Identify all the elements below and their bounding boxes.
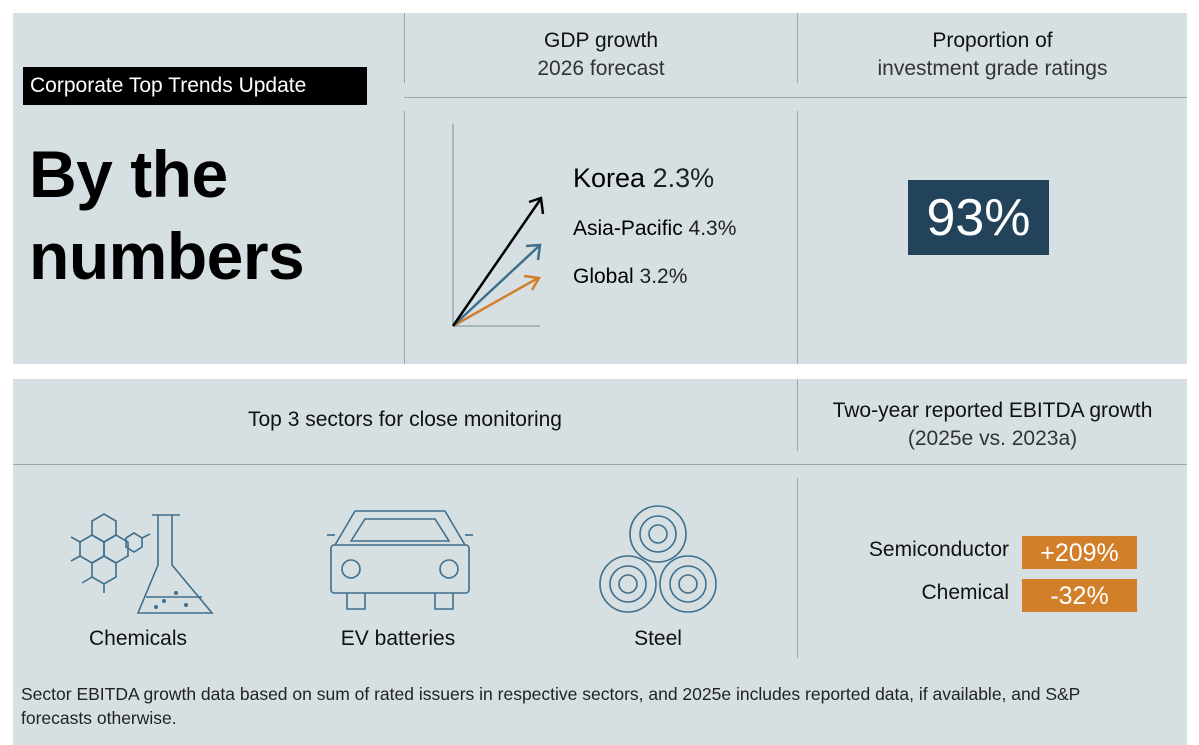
- divider: [797, 478, 798, 658]
- ebitda-subtitle: (2025e vs. 2023a): [907, 427, 1078, 450]
- arrow-korea: [451, 196, 545, 327]
- ebitda-value-semiconductor: +209%: [1022, 536, 1137, 569]
- gdp-subtitle: 2026 forecast: [537, 57, 665, 80]
- investment-grade-subtitle: investment grade ratings: [877, 57, 1108, 80]
- divider: [13, 464, 1187, 465]
- ebitda-value-chemical: -32%: [1022, 579, 1137, 612]
- gdp-label-asia-pacific: Asia-Pacific 4.3%: [573, 217, 736, 241]
- sectors-heading: Top 3 sectors for close monitoring: [248, 408, 562, 431]
- gdp-label-global: Global 3.2%: [573, 265, 687, 289]
- ebitda-sector-semiconductor: Semiconductor: [868, 538, 1009, 561]
- ebitda-sector-chemical: Chemical: [921, 581, 1009, 604]
- page-title-line2: numbers: [29, 219, 305, 293]
- footnote: Sector EBITDA growth data based on sum o…: [21, 684, 1081, 728]
- divider: [797, 379, 798, 451]
- steel-coils-icon: [599, 505, 717, 613]
- gdp-label-korea: Korea 2.3%: [573, 163, 714, 194]
- divider: [404, 13, 405, 83]
- investment-grade-heading: Proportion of investment grade ratings: [798, 27, 1187, 83]
- sector-label-ev-batteries: EV batteries: [340, 627, 456, 650]
- arrow-global: [452, 274, 542, 328]
- gdp-value: 2.3%: [652, 163, 715, 193]
- gdp-region: Asia-Pacific: [573, 217, 683, 240]
- arrow-asia-pacific: [452, 243, 542, 327]
- divider: [797, 13, 798, 83]
- gdp-arrows-icon: [451, 124, 545, 328]
- sector-label-chemicals: Chemicals: [88, 627, 188, 650]
- car-icon: [327, 510, 473, 610]
- gdp-value: 3.2%: [639, 265, 688, 288]
- gdp-region: Global: [573, 265, 634, 288]
- ebitda-title: Two-year reported EBITDA growth: [832, 399, 1153, 422]
- sector-label-steel: Steel: [634, 627, 682, 650]
- page-title: By the numbers: [29, 133, 305, 297]
- gdp-value: 4.3%: [688, 217, 737, 240]
- page-title-line1: By the: [29, 137, 228, 211]
- bottom-panel: [13, 379, 1187, 745]
- ebitda-heading: Two-year reported EBITDA growth (2025e v…: [798, 397, 1187, 453]
- divider: [404, 111, 405, 364]
- investment-grade-title: Proportion of: [932, 29, 1053, 52]
- report-tag: Corporate Top Trends Update: [23, 67, 367, 105]
- investment-grade-value: 93%: [908, 180, 1049, 255]
- divider: [797, 111, 798, 364]
- gdp-region: Korea: [573, 163, 646, 193]
- divider: [404, 97, 1187, 98]
- gdp-title: GDP growth: [544, 29, 658, 52]
- chemicals-icon: [70, 513, 214, 614]
- gdp-heading: GDP growth 2026 forecast: [405, 27, 797, 83]
